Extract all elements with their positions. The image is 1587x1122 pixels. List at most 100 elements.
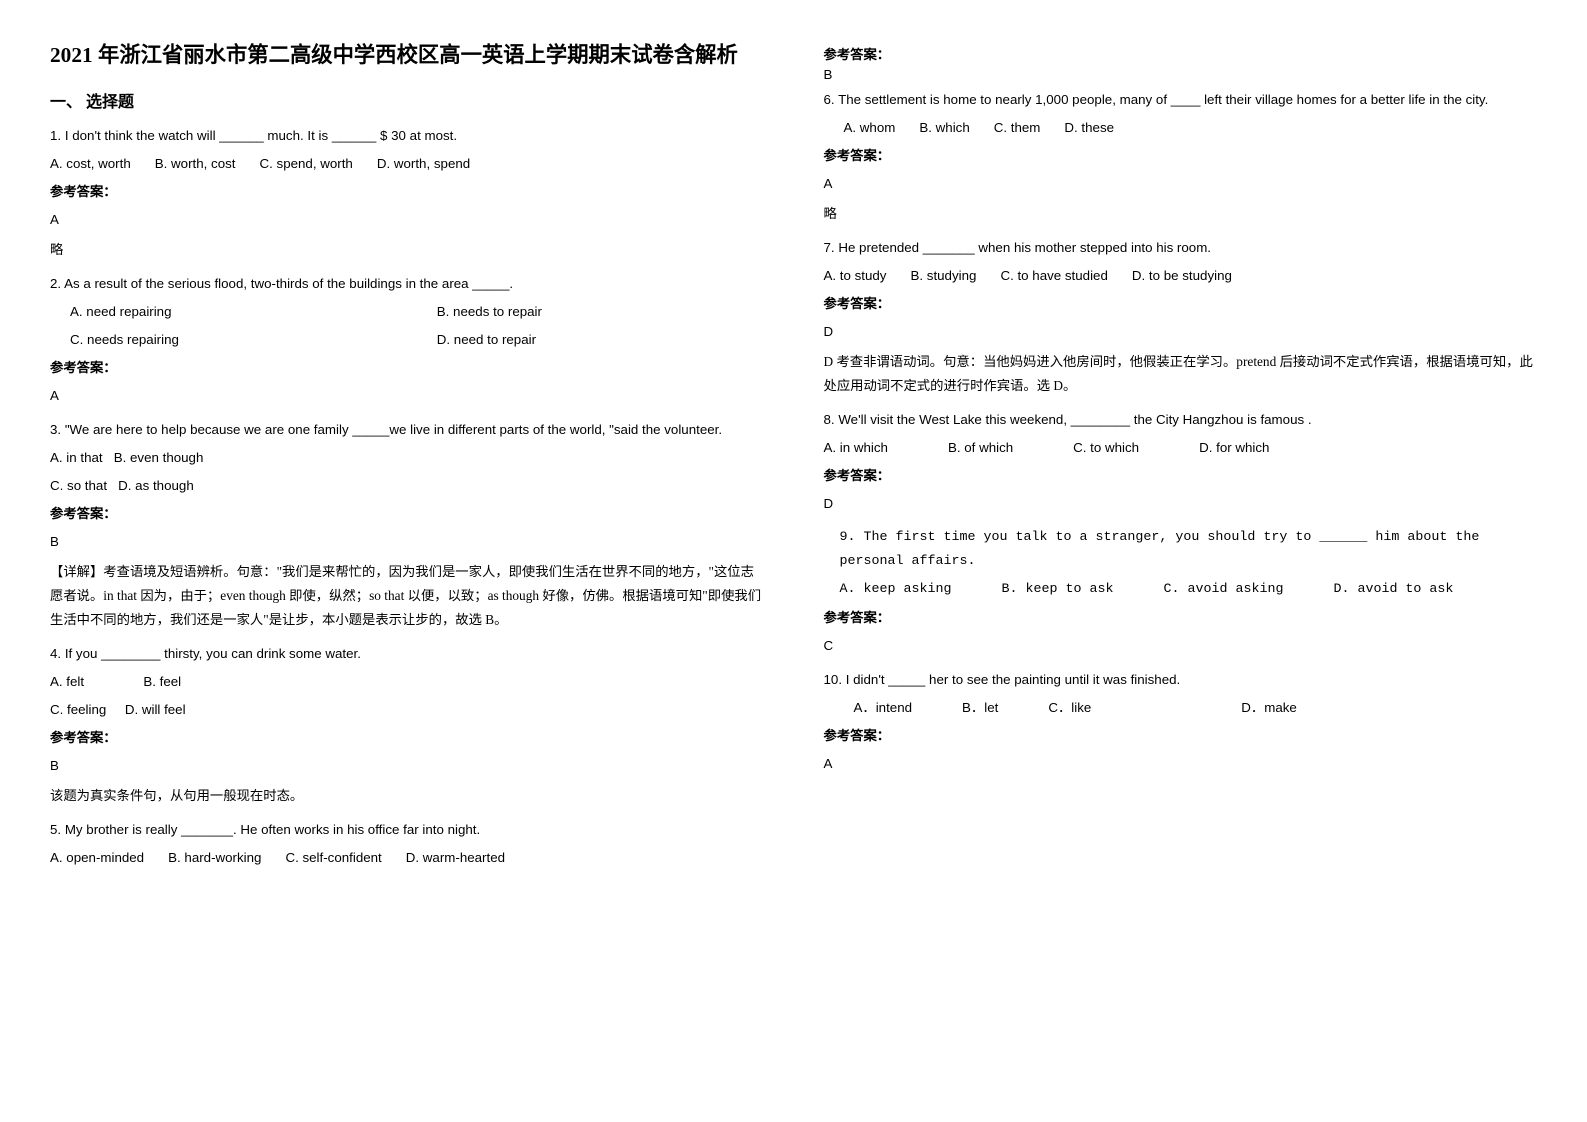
question-text: 9. The first time you talk to a stranger… xyxy=(824,526,1538,574)
option-d: D. need to repair xyxy=(437,328,764,352)
question-text: 3. "We are here to help because we are o… xyxy=(50,418,764,442)
option-a: A. in that xyxy=(50,450,103,465)
question-8: 8. We'll visit the West Lake this weeken… xyxy=(824,408,1538,516)
answer-label: 参考答案： xyxy=(50,502,764,526)
question-3: 3. "We are here to help because we are o… xyxy=(50,418,764,632)
option-c: C. feeling xyxy=(50,702,106,717)
right-column: 参考答案： B 6. The settlement is home to nea… xyxy=(824,40,1538,880)
option-d: D. to be studying xyxy=(1132,264,1232,288)
answer-value: B xyxy=(824,67,1538,82)
question-6: 6. The settlement is home to nearly 1,00… xyxy=(824,88,1538,226)
answer-value: D xyxy=(824,320,1538,344)
question-text: 10. I didn't _____ her to see the painti… xyxy=(824,668,1538,692)
answer-label: 参考答案： xyxy=(824,292,1538,316)
answer-value: C xyxy=(824,634,1538,658)
option-a: A. to study xyxy=(824,264,887,288)
option-d: D. avoid to ask xyxy=(1333,578,1453,602)
question-text: 8. We'll visit the West Lake this weeken… xyxy=(824,408,1538,432)
question-text: 1. I don't think the watch will ______ m… xyxy=(50,124,764,148)
option-b: B. hard-working xyxy=(168,846,261,870)
option-b: B. of which xyxy=(948,436,1013,460)
page-container: 2021 年浙江省丽水市第二高级中学西校区高一英语上学期期末试卷含解析 一、 选… xyxy=(50,40,1537,880)
options-line-1: A. in that B. even though xyxy=(50,446,764,470)
option-a: A. whom xyxy=(844,116,896,140)
answer-value: A xyxy=(50,384,764,408)
options-row: A. open-minded B. hard-working C. self-c… xyxy=(50,846,764,870)
question-10: 10. I didn't _____ her to see the painti… xyxy=(824,668,1538,776)
option-d: D．make xyxy=(1241,696,1297,720)
option-a: A. open-minded xyxy=(50,846,144,870)
option-b: B. studying xyxy=(910,264,976,288)
question-text: 6. The settlement is home to nearly 1,00… xyxy=(824,88,1538,112)
answer-value: A xyxy=(50,208,764,232)
options-row: A. whom B. which C. them D. these xyxy=(824,116,1538,140)
option-d: D. as though xyxy=(118,478,194,493)
question-1: 1. I don't think the watch will ______ m… xyxy=(50,124,764,262)
option-d: D. these xyxy=(1064,116,1114,140)
question-5: 5. My brother is really _______. He ofte… xyxy=(50,818,764,870)
explanation: 该题为真实条件句，从句用一般现在时态。 xyxy=(50,784,764,808)
option-c: C. avoid asking xyxy=(1163,578,1283,602)
option-d: D. warm-hearted xyxy=(406,846,505,870)
explanation: 略 xyxy=(824,202,1538,226)
answer-value: B xyxy=(50,530,764,554)
answer-label: 参考答案： xyxy=(824,144,1538,168)
option-a: A．intend xyxy=(854,696,913,720)
explanation: 【详解】考查语境及短语辨析。句意："我们是来帮忙的，因为我们是一家人，即使我们生… xyxy=(50,560,764,632)
answer-value: B xyxy=(50,754,764,778)
option-c: C. them xyxy=(994,116,1041,140)
explanation: D 考查非谓语动词。句意：当他妈妈进入他房间时，他假装正在学习。pretend … xyxy=(824,350,1538,398)
answer-label: 参考答案： xyxy=(824,724,1538,748)
option-b: B. feel xyxy=(143,674,181,689)
options-row: A. keep asking B. keep to ask C. avoid a… xyxy=(824,578,1538,602)
options-row: A．intend B．let C．like D．make xyxy=(824,696,1538,720)
question-text: 5. My brother is really _______. He ofte… xyxy=(50,818,764,842)
option-c: C. self-confident xyxy=(285,846,381,870)
answer-label: 参考答案： xyxy=(824,464,1538,488)
document-title: 2021 年浙江省丽水市第二高级中学西校区高一英语上学期期末试卷含解析 xyxy=(50,40,764,72)
options-line-2: C. so that D. as though xyxy=(50,474,764,498)
answer-value: D xyxy=(824,492,1538,516)
option-d: D. worth, spend xyxy=(377,152,470,176)
option-b: B. keep to ask xyxy=(1001,578,1113,602)
option-b: B．let xyxy=(962,696,998,720)
option-b: B. which xyxy=(919,116,969,140)
options-row: A. in which B. of which C. to which D. f… xyxy=(824,436,1538,460)
section-header: 一、 选择题 xyxy=(50,88,764,112)
question-9: 9. The first time you talk to a stranger… xyxy=(824,526,1538,658)
answer-label: 参考答案： xyxy=(50,180,764,204)
option-a: A. keep asking xyxy=(840,578,952,602)
options-row: A. cost, worth B. worth, cost C. spend, … xyxy=(50,152,764,176)
option-d: D. for which xyxy=(1199,436,1269,460)
answer-label: 参考答案： xyxy=(50,726,764,750)
answer-label: 参考答案： xyxy=(824,606,1538,630)
options-row: A. to study B. studying C. to have studi… xyxy=(824,264,1538,288)
question-2: 2. As a result of the serious flood, two… xyxy=(50,272,764,408)
option-b: B. even though xyxy=(114,450,204,465)
options-grid: A. need repairing B. needs to repair C. … xyxy=(50,300,764,352)
option-a: A. felt xyxy=(50,674,84,689)
option-c: C. so that xyxy=(50,478,107,493)
answer-label: 参考答案： xyxy=(824,44,1538,63)
question-4: 4. If you ________ thirsty, you can drin… xyxy=(50,642,764,808)
option-c: C. spend, worth xyxy=(260,152,353,176)
option-d: D. will feel xyxy=(125,702,186,717)
question-text: 4. If you ________ thirsty, you can drin… xyxy=(50,642,764,666)
question-text: 7. He pretended _______ when his mother … xyxy=(824,236,1538,260)
option-b: B. needs to repair xyxy=(437,300,764,324)
explanation: 略 xyxy=(50,238,764,262)
option-b: B. worth, cost xyxy=(155,152,236,176)
option-a: A. need repairing xyxy=(70,300,397,324)
answer-value: A xyxy=(824,752,1538,776)
options-line-2: C. feeling D. will feel xyxy=(50,698,764,722)
option-a: A. in which xyxy=(824,436,888,460)
left-column: 2021 年浙江省丽水市第二高级中学西校区高一英语上学期期末试卷含解析 一、 选… xyxy=(50,40,764,880)
options-line-1: A. felt B. feel xyxy=(50,670,764,694)
question-7: 7. He pretended _______ when his mother … xyxy=(824,236,1538,398)
option-c: C. to which xyxy=(1073,436,1139,460)
answer-value: A xyxy=(824,172,1538,196)
option-a: A. cost, worth xyxy=(50,152,131,176)
answer-label: 参考答案： xyxy=(50,356,764,380)
option-c: C. needs repairing xyxy=(70,328,397,352)
option-c: C. to have studied xyxy=(1000,264,1107,288)
